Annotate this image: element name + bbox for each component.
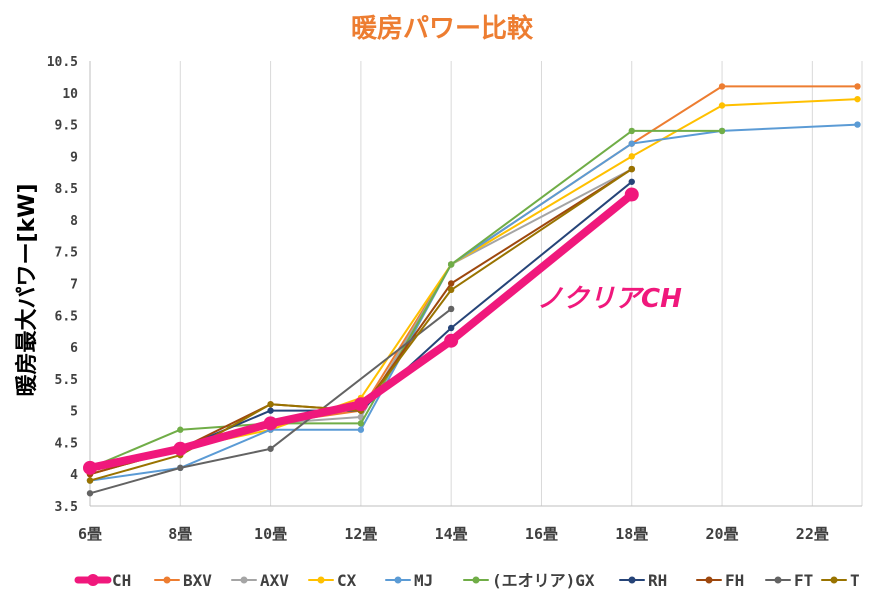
legend-marker [830, 576, 838, 584]
x-tick-label: 22畳 [796, 525, 829, 543]
data-point-CH [83, 460, 97, 475]
y-tick-label: 6.5 [55, 309, 78, 324]
x-tick-label: 6畳 [78, 525, 102, 543]
legend-marker [163, 576, 171, 584]
y-tick-label: 6 [70, 341, 78, 356]
data-point-RH [267, 407, 274, 414]
series-line-FT [89, 307, 453, 495]
legend-item-MJ: MJ [385, 571, 433, 590]
data-point-(エオリア)GX [177, 426, 184, 433]
data-point-RH [447, 324, 455, 332]
data-point-CH [624, 187, 639, 202]
legend-item-AXV: AXV [231, 571, 289, 590]
data-point-FT [267, 445, 274, 452]
y-tick-label: 4 [70, 468, 78, 483]
data-point-FH [447, 280, 455, 287]
y-tick-label: 7 [70, 278, 78, 293]
data-point-CX [628, 153, 635, 160]
y-tick-label: 8 [70, 214, 78, 229]
data-point-MJ [628, 140, 635, 147]
data-point-FT [447, 305, 455, 313]
data-point-(エオリア)GX [718, 127, 726, 135]
legend-item-FH: FH [696, 571, 744, 590]
data-point-MJ [854, 121, 861, 128]
data-point-MJ [357, 426, 365, 433]
data-point-(エオリア)GX [628, 127, 635, 135]
data-point-CX [854, 95, 861, 103]
legend-item-CH: CH [74, 571, 131, 590]
legend-label: MJ [414, 571, 433, 590]
data-point-FT [177, 464, 184, 472]
legend-label: CH [112, 571, 131, 590]
data-point-CH [263, 416, 278, 431]
legend-label: (エオリア)GX [492, 571, 595, 590]
series-line-T [89, 168, 633, 482]
legend-label: RH [648, 571, 667, 590]
legend-marker [472, 576, 480, 584]
legend-label: FH [725, 571, 744, 590]
data-point-CX [718, 102, 726, 109]
legend-item-FT: FT [765, 571, 813, 590]
data-point-CH [173, 441, 188, 456]
chart-title: 暖房パワー比較 [350, 14, 533, 44]
legend-item-T: T [821, 571, 860, 590]
data-point-(エオリア)GX [447, 261, 455, 268]
legend-item-RH: RH [619, 571, 667, 590]
legend-marker [774, 576, 782, 584]
legend-marker [87, 574, 99, 586]
series-line-BXV [89, 85, 859, 476]
data-point-T [86, 477, 94, 484]
x-tick-label: 10畳 [254, 525, 287, 543]
x-tick-label: 18畳 [615, 525, 648, 543]
series-line-CH [86, 190, 636, 472]
legend-marker [705, 576, 713, 584]
x-tick-label: 20畳 [706, 525, 739, 543]
x-tick-label: 12畳 [344, 525, 377, 543]
y-tick-label: 10.5 [47, 55, 78, 70]
x-tick-label: 14畳 [435, 525, 468, 543]
y-tick-label: 9.5 [55, 119, 78, 134]
data-point-BXV [854, 83, 861, 90]
series-line-CX [89, 98, 859, 476]
y-tick-label: 10 [62, 87, 78, 102]
x-tick-label: 16畳 [525, 525, 558, 543]
data-point-T [447, 286, 455, 294]
y-tick-label: 8.5 [55, 182, 78, 197]
y-tick-label: 9 [70, 150, 78, 165]
y-tick-label: 5.5 [55, 373, 78, 388]
legend-marker [394, 576, 402, 584]
y-tick-label: 7.5 [55, 246, 78, 261]
chart-annotation: ノクリアCH [537, 284, 682, 314]
legend-marker [628, 576, 636, 584]
data-point-FT [86, 490, 94, 497]
y-tick-label: 5 [70, 405, 78, 420]
legend-label: CX [337, 571, 357, 590]
data-point-(エオリア)GX [357, 420, 365, 427]
legend-label: AXV [260, 571, 289, 590]
data-point-CH [353, 397, 368, 412]
legend-label: T [850, 571, 860, 590]
legend-marker [317, 576, 325, 584]
data-point-T [267, 401, 274, 408]
data-point-CH [444, 333, 459, 348]
legend-marker [240, 576, 248, 584]
data-point-T [628, 165, 635, 173]
x-tick-label: 8畳 [168, 525, 192, 543]
legend-label: BXV [183, 571, 212, 590]
y-tick-label: 3.5 [55, 500, 78, 515]
data-point-BXV [718, 83, 726, 90]
legend-item-CX: CX [308, 571, 357, 590]
y-tick-label: 4.5 [55, 436, 78, 451]
legend-label: FT [794, 571, 813, 590]
data-point-RH [628, 178, 635, 185]
legend-item-BXV: BXV [154, 571, 212, 590]
legend-item-(エオリア)GX: (エオリア)GX [463, 571, 595, 590]
